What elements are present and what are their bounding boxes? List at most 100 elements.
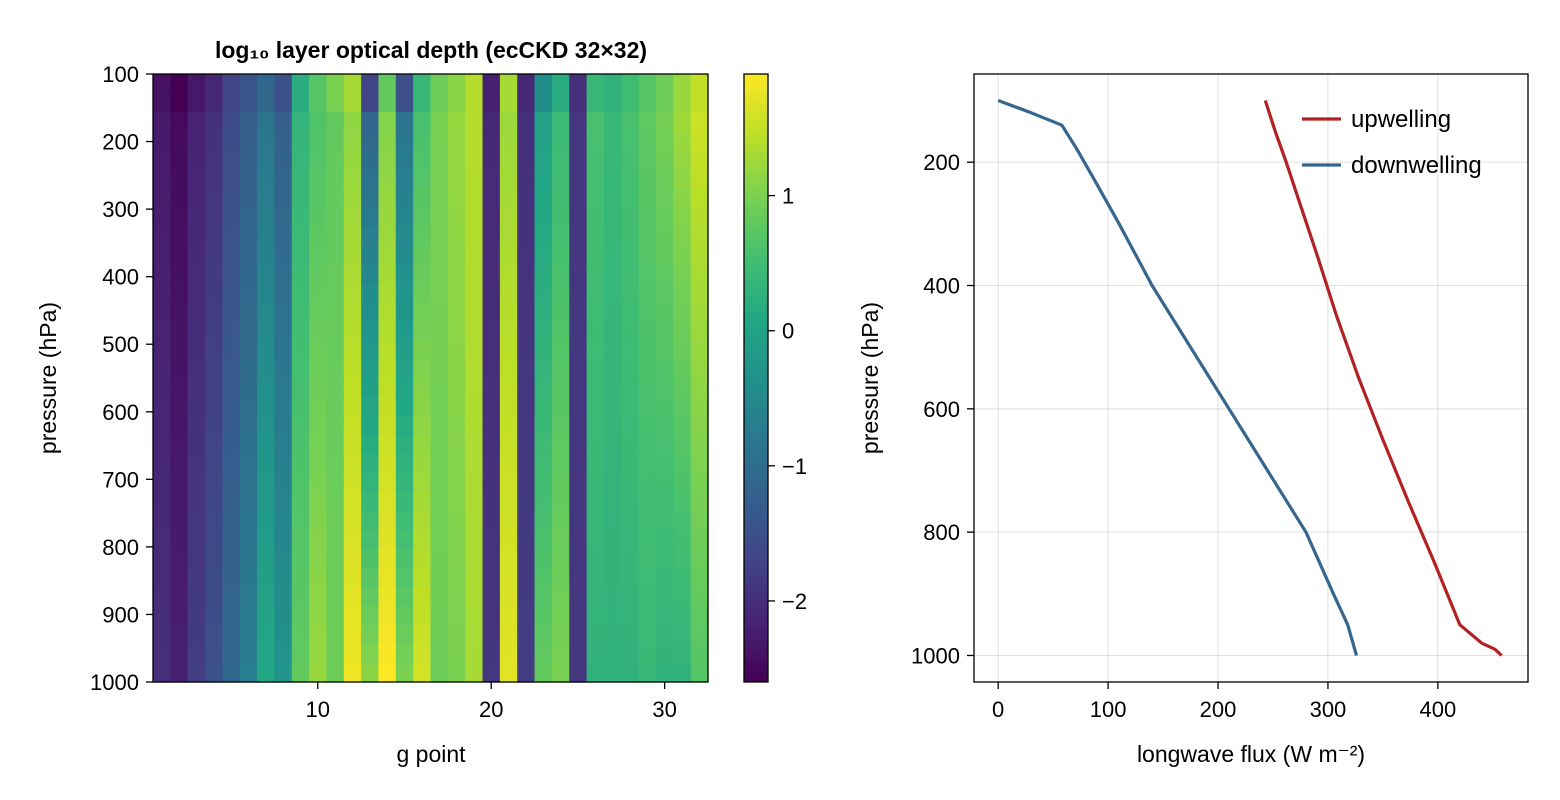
heatmap-cell [222,397,241,417]
heatmap-cell [153,188,171,208]
heatmap-cell [257,511,275,531]
heatmap-cell [309,663,328,683]
heatmap-cell [482,283,501,303]
heatmap-cell [309,492,328,512]
heatmap-cell [291,568,310,588]
heatmap-cell [343,435,362,455]
heatmap-cell [413,302,432,322]
heatmap-cell [447,587,466,607]
heatmap-cell [326,188,345,208]
heatmap-cell [655,169,674,189]
heatmap-cell [551,245,570,265]
heatmap-cell [482,226,501,246]
heatmap-cell [586,207,605,227]
heatmap-cell [326,226,345,246]
heatmap-cell [638,606,657,626]
heatmap-cell [257,663,275,683]
heatmap-cell [274,644,293,664]
heatmap-cell [205,397,223,417]
heatmap-cell [638,397,657,417]
heatmap-cell [569,245,588,265]
heatmap-cell [586,245,605,265]
heatmap-cell [447,416,466,436]
heatmap-cell [153,587,171,607]
heatmap-cell [395,549,414,569]
heatmap-cell [517,492,536,512]
heatmap-cell [569,492,588,512]
heatmap-cell [499,549,518,569]
heatmap-cell [205,568,223,588]
heatmap-cell [326,359,345,379]
heatmap-cell [361,131,380,151]
heatmap-cell [603,378,622,398]
heatmap-cell [517,435,536,455]
heatmap-cell [690,606,709,626]
heatmap-cell [517,283,536,303]
heatmap-cell [309,359,328,379]
heatmap-cell [153,454,171,474]
heatmap-cell [586,264,605,284]
heatmap-cell [222,112,241,132]
heatmap-cell [222,587,241,607]
heatmap-cell [586,169,605,189]
heatmap-cell [170,511,189,531]
heatmap-cell [222,150,241,170]
heatmap-cell [447,226,466,246]
heatmap-cell [326,93,345,113]
heatmap-cell [430,606,449,626]
heatmap-cell [673,511,692,531]
heatmap-cell [187,416,206,436]
heatmap-cell [447,397,466,417]
heatmap-cell [673,435,692,455]
heatmap-cell [257,359,275,379]
heatmap-cell [551,340,570,360]
heatmap-cell [187,606,206,626]
heatmap-cell [170,302,189,322]
heatmap-cell [326,131,345,151]
heatmap-cell [343,245,362,265]
heatmap-cell [430,74,449,94]
heatmap-cell [430,378,449,398]
heatmap-cell [413,321,432,341]
heatmap-panel: log₁₀ layer optical depth (ecCKD 32×32) … [35,37,709,767]
heatmap-cell [655,435,674,455]
heatmap-cell [395,264,414,284]
heatmap-cell [257,302,275,322]
heatmap-cell [534,150,553,170]
heatmap-x-tick-label: 20 [479,697,503,722]
heatmap-cell [326,302,345,322]
heatmap-cell [187,359,206,379]
heatmap-cell [482,245,501,265]
heatmap-cell [222,74,241,94]
heatmap-cell [153,359,171,379]
heatmap-cell [309,226,328,246]
heatmap-cell [517,606,536,626]
heatmap-cell [326,473,345,493]
heatmap-cell [222,93,241,113]
heatmap-cell [586,492,605,512]
heatmap-cell [187,435,206,455]
heatmap-cell [153,112,171,132]
heatmap-y-tick-label: 800 [102,535,139,560]
heatmap-cell [534,321,553,341]
heatmap-cell [274,264,293,284]
heatmap-cell [239,625,258,645]
heatmap-cell [326,321,345,341]
heatmap-cell [447,549,466,569]
heatmap-cell [257,530,275,550]
heatmap-cell [239,473,258,493]
heatmap-cell [395,454,414,474]
heatmap-cell [413,359,432,379]
heatmap-cell [603,454,622,474]
heatmap-y-tick-label: 400 [102,265,139,290]
heatmap-cell [361,435,380,455]
heatmap-cell [378,663,397,683]
heatmap-cell [378,283,397,303]
heatmap-cell [430,112,449,132]
heatmap-cell [291,473,310,493]
heatmap-cell [153,625,171,645]
heatmap-cell [205,606,223,626]
heatmap-cell [239,340,258,360]
heatmap-cell [603,264,622,284]
heatmap-cell [690,416,709,436]
